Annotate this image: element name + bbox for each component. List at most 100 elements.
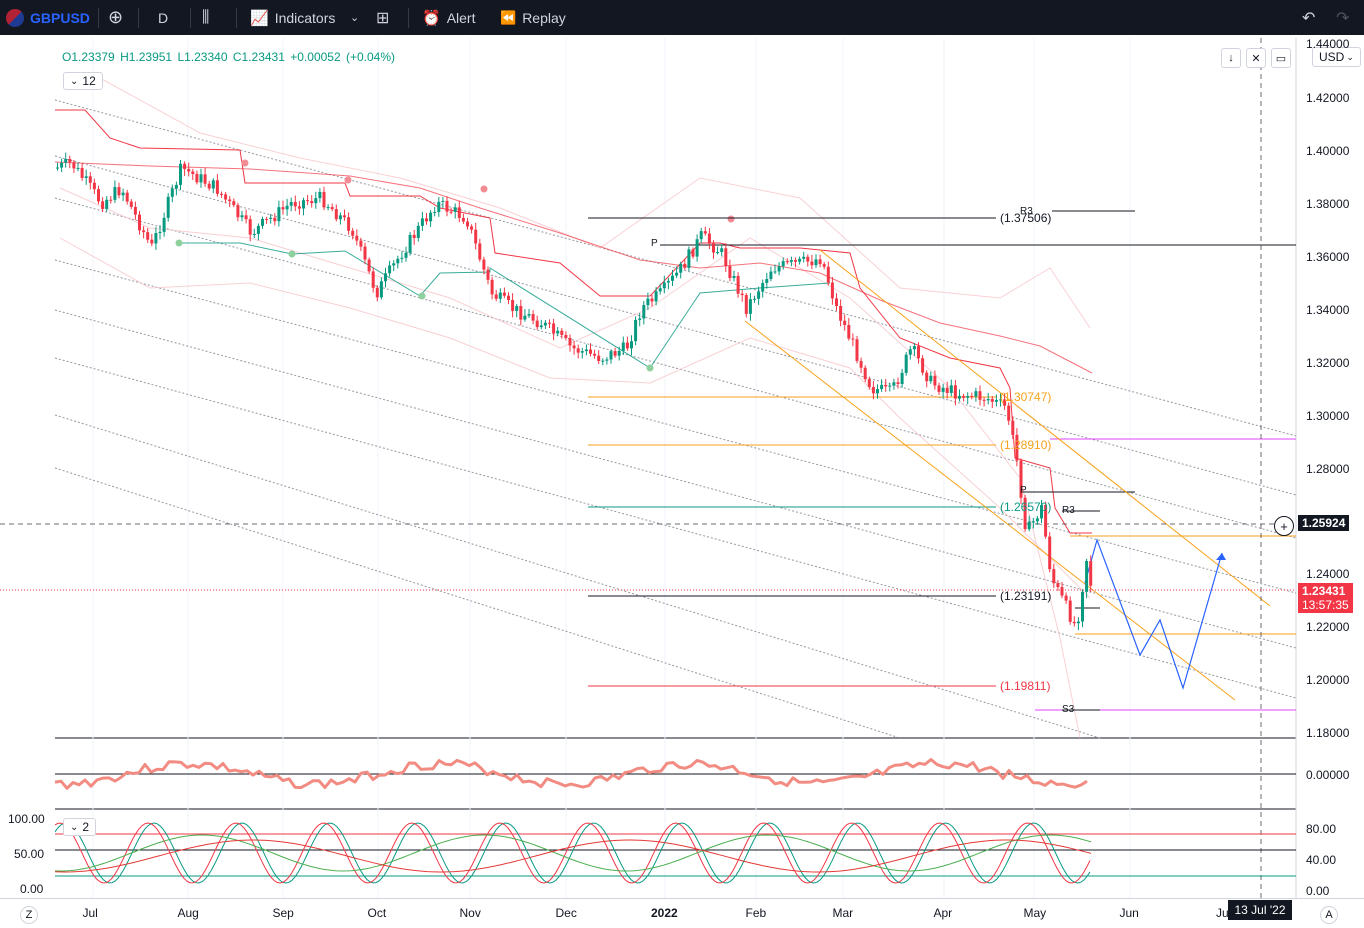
legend-low: L1.23340 [177, 50, 228, 64]
candle-body [211, 180, 215, 189]
price-chart[interactable] [0, 38, 1364, 898]
candle-body [392, 263, 396, 266]
candle-body [1003, 399, 1007, 406]
candle-body [105, 199, 109, 209]
candle-body [843, 320, 847, 326]
candle-body [396, 258, 400, 264]
candle-body [146, 232, 150, 240]
scroll-down-icon[interactable]: ↓ [1221, 48, 1241, 68]
candle-body [281, 207, 285, 210]
candle-body [966, 395, 970, 398]
candle-body [617, 350, 621, 356]
time-axis[interactable] [0, 898, 1364, 928]
candle-body [343, 215, 346, 218]
alert-button[interactable]: ⏰ Alert [422, 0, 475, 35]
candle-body [1044, 505, 1048, 537]
candle-body [1027, 521, 1031, 530]
candle-body [929, 375, 933, 382]
candle-body [470, 226, 474, 230]
candle-body [904, 354, 908, 373]
candle-body [683, 263, 687, 268]
chart-area[interactable] [0, 38, 1364, 927]
candle-style-icon[interactable]: ⫼ [202, 8, 210, 26]
candle-body [215, 180, 219, 194]
candle-body [441, 200, 445, 202]
candle-body [384, 273, 387, 282]
stoch-axis-r-40: 40.00 [1306, 853, 1337, 867]
candle-body [129, 201, 133, 207]
candle-body [101, 201, 105, 209]
osc-axis-zero: 0.00000 [1306, 768, 1350, 782]
candle-body [191, 171, 195, 175]
candle-body [724, 248, 728, 267]
candle-body [576, 348, 580, 353]
timeframe-button[interactable]: D [158, 9, 169, 26]
candle-body [1007, 405, 1011, 421]
indicator-collapse-toggle[interactable]: ⌄ 12 [63, 72, 103, 90]
candle-body [1019, 460, 1023, 498]
alarm-clock-icon: ⏰ [422, 9, 441, 27]
auto-scale-a-button[interactable]: A [1320, 906, 1338, 924]
candle-body [88, 176, 92, 183]
collapse-icon[interactable]: ✕ [1246, 48, 1266, 68]
last-price-label: 1.23431 13:57:35 [1298, 583, 1353, 613]
countdown-timer: 13:57:35 [1302, 598, 1349, 612]
candle-body [613, 351, 617, 356]
candle-body [195, 174, 199, 183]
legend-change-pct: (+0.04%) [345, 50, 396, 64]
compare-add-icon[interactable]: ⊕ [108, 7, 124, 27]
top-toolbar: GBPUSD ⊕ D ⫼ 📈 Indicators ⌄ ⊞ ⏰ Alert ⏪ … [0, 0, 1364, 35]
candle-body [597, 355, 601, 361]
candle-body [261, 218, 264, 226]
candle-body [273, 217, 277, 222]
time-axis-label: Jun [1119, 906, 1139, 920]
candle-body [1052, 569, 1056, 584]
redo-icon[interactable]: ↷ [1336, 9, 1350, 27]
osc-param: 2 [82, 820, 90, 834]
candle-body [765, 279, 769, 283]
time-axis-label: Dec [555, 906, 577, 920]
candle-body [416, 225, 420, 238]
maximize-icon[interactable]: ▭ [1271, 48, 1291, 68]
legend-open: O1.23379 [62, 50, 115, 64]
candle-body [958, 395, 961, 399]
candle-body [457, 207, 461, 218]
candle-body [76, 167, 80, 169]
candle-body [658, 288, 662, 292]
undo-icon[interactable]: ↶ [1302, 9, 1316, 27]
candle-body [867, 379, 871, 388]
candle-body [962, 395, 966, 398]
candle-body [999, 399, 1002, 401]
candle-body [80, 167, 84, 178]
indicators-dropdown-icon[interactable]: ⌄ [350, 12, 360, 24]
candle-body [970, 395, 974, 397]
candle-body [880, 384, 884, 390]
candle-body [605, 359, 609, 361]
candle-body [584, 349, 588, 352]
candle-body [68, 159, 72, 163]
stoch-axis-l-50: 50.00 [14, 847, 45, 861]
price-axis-label: 1.38000 [1306, 197, 1350, 211]
candle-body [806, 256, 810, 262]
replay-button[interactable]: ⏪ Replay [500, 0, 566, 35]
level-label-r3: R3 [1020, 206, 1033, 217]
candle-body [1060, 587, 1064, 596]
add-alert-plus-icon[interactable]: + [1274, 516, 1294, 536]
symbol-search[interactable]: GBPUSD [6, 0, 90, 35]
candle-body [150, 239, 154, 244]
candle-body [953, 385, 957, 399]
layout-grid-icon[interactable]: ⊞ [376, 9, 390, 27]
indicators-button[interactable]: 📈 Indicators [250, 0, 335, 35]
currency-select[interactable]: USD ⌄ [1312, 47, 1361, 67]
candle-body [777, 266, 781, 272]
candle-body [523, 315, 527, 320]
candle-body [666, 280, 670, 283]
stoch-collapse-toggle[interactable]: ⌄ 2 [63, 818, 97, 836]
zoom-z-button[interactable]: Z [20, 906, 38, 924]
candle-body [121, 192, 125, 196]
level-label-s3: S3 [1062, 704, 1075, 715]
time-axis-label: 2022 [651, 906, 678, 920]
candle-body [945, 387, 949, 393]
candle-body [265, 218, 269, 220]
candle-body [863, 367, 867, 380]
